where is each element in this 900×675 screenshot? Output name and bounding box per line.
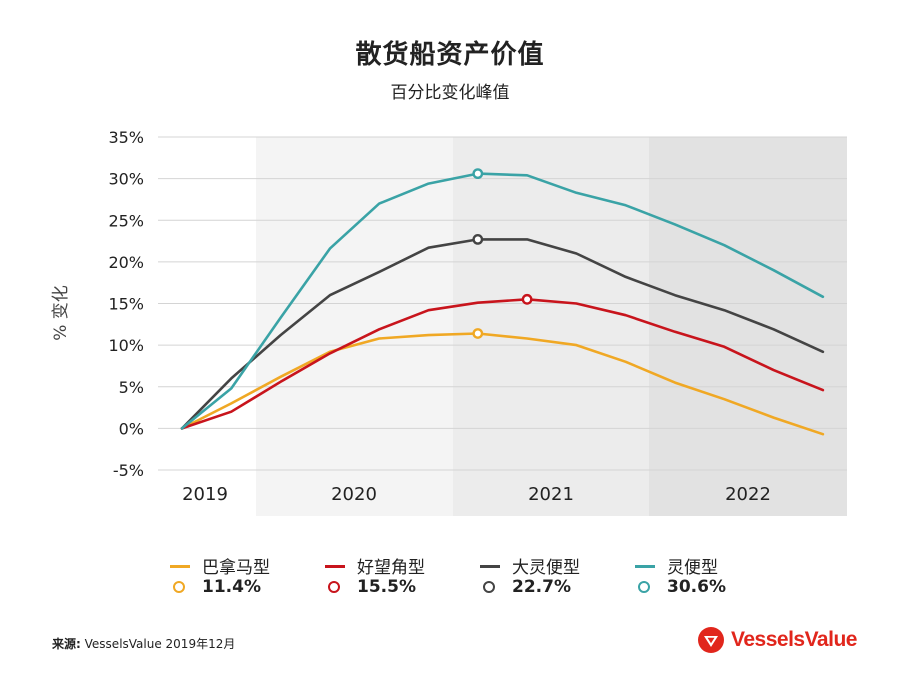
source-note: 来源: VesselsValue 2019年12月 [52,635,235,652]
legend-peak-value: 30.6% [667,577,726,597]
x-tick-label: 2022 [725,484,771,505]
series-lines [180,172,825,436]
legend: 巴拿马型 11.4% 好望角型 15.5% 大灵便型 22.7% 灵便型 30.6% [170,553,890,603]
y-tick-label: 35% [108,128,144,147]
legend-swatch [635,565,655,568]
legend-peak-marker [173,581,185,593]
y-tick-label: 10% [108,336,144,355]
legend-label: 大灵便型 [512,558,580,578]
line-chart: -5%0%5%10%15%20%25%30%35% 2019 2020 2021 20… [51,128,847,516]
x-tick-label: 2019 [182,484,228,505]
legend-peak-value: 15.5% [357,577,416,597]
series-line-3 [180,238,825,430]
legend-peak-marker [638,581,650,593]
brand-logo-icon [698,627,724,653]
peak-markers [472,168,533,339]
brand-name: VesselsValue [731,628,857,651]
legend-peak-marker [483,581,495,593]
y-tick-label: -5% [113,461,144,480]
legend-label: 好望角型 [357,558,425,578]
y-tick-label: 5% [119,378,144,397]
legend-swatch [325,565,345,568]
year-bands [256,137,847,516]
y-axis-label: % 变化 [51,285,71,341]
year-band-3 [649,137,847,516]
peak-marker-1 [472,328,484,339]
year-band-1 [256,137,453,516]
series-line-4 [180,172,825,430]
legend-swatch [480,565,500,568]
legend-label: 灵便型 [667,558,718,578]
peak-marker-3 [472,233,484,245]
y-tick-label: 0% [119,419,144,438]
year-band-2 [453,137,649,516]
gridlines [158,136,847,471]
y-tick-label: 30% [108,170,144,189]
legend-peak-value: 11.4% [202,577,261,597]
source-label: 来源: [52,637,81,651]
y-tick-label: 15% [108,295,144,314]
y-tick-label: 20% [108,253,144,272]
legend-label: 巴拿马型 [202,558,270,578]
peak-marker-2 [521,293,533,305]
series-line-2 [180,297,825,430]
y-tick-labels: -5% 0% 5% 10% 15% 20% 25% 30% 35% [108,128,144,480]
y-tick-label: 25% [108,211,144,230]
legend-peak-marker [328,581,340,593]
source-text: VesselsValue 2019年12月 [84,637,236,651]
x-tick-label: 2020 [331,484,377,505]
legend-peak-value: 22.7% [512,577,571,597]
peak-marker-4 [472,168,484,180]
chart-subtitle: 百分比变化峰值 [390,83,510,103]
chart-title: 散货船资产价值 [355,40,545,70]
x-tick-labels: 2019 2020 2021 2022 [182,484,771,505]
series-line-1 [180,332,825,436]
x-tick-label: 2021 [528,484,574,505]
legend-swatch [170,565,190,568]
